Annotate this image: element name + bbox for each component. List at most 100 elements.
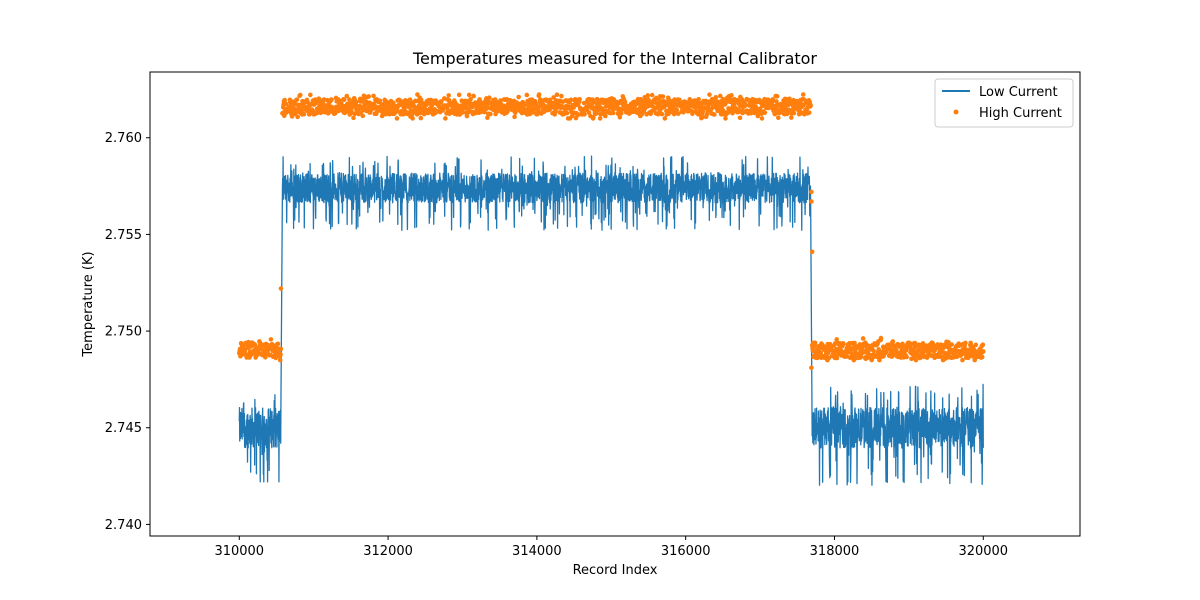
high-current-point: [660, 94, 666, 99]
high-current-point: [512, 114, 517, 120]
high-current-point: [347, 97, 352, 102]
high-current-point: [516, 94, 521, 100]
y-tick-label: 2.755: [105, 228, 142, 243]
high-current-point: [297, 92, 303, 98]
high-current-transition-point: [809, 189, 814, 195]
high-current-point: [776, 115, 781, 121]
high-current-point: [730, 110, 735, 116]
high-current-point: [789, 115, 794, 120]
high-current-point: [418, 97, 424, 103]
high-current-point: [468, 96, 473, 102]
y-tick-label: 2.760: [105, 131, 142, 146]
y-axis-label: Temperature (K): [81, 251, 96, 357]
high-current-point: [486, 95, 492, 100]
high-current-point: [812, 340, 818, 346]
high-current-point: [571, 105, 577, 110]
y-tick-label: 2.745: [105, 421, 142, 436]
high-current-point: [759, 116, 765, 121]
high-current-point: [860, 336, 866, 341]
high-current-point: [371, 93, 376, 99]
high-current-point: [774, 99, 779, 104]
high-current-point: [294, 97, 300, 102]
high-current-point: [841, 341, 846, 347]
high-current-point: [622, 99, 628, 105]
high-current-point: [295, 114, 300, 120]
high-current-point: [610, 110, 616, 116]
y-tick-label: 2.750: [105, 325, 142, 340]
high-current-point: [700, 109, 706, 114]
high-current-point: [282, 97, 287, 103]
high-current-point: [806, 110, 812, 115]
high-current-point: [890, 339, 896, 344]
high-current-point: [960, 357, 965, 363]
high-current-point: [551, 95, 556, 100]
y-tick-label: 2.740: [105, 518, 142, 533]
legend: Low Current High Current: [934, 78, 1074, 128]
high-current-point: [418, 115, 424, 121]
high-current-point: [980, 342, 986, 348]
high-current-point: [377, 98, 383, 104]
high-current-point: [675, 111, 681, 117]
high-current-point: [443, 116, 448, 121]
high-current-point: [308, 92, 313, 98]
x-tick-label: 310000: [214, 544, 264, 559]
high-current-point: [466, 92, 472, 98]
high-current-transition-point: [809, 249, 815, 255]
high-current-point: [713, 95, 719, 100]
high-current-point: [662, 116, 668, 121]
high-current-point: [834, 355, 840, 361]
legend-high-current-label: High Current: [979, 106, 1062, 121]
high-current-point: [838, 348, 844, 353]
high-current-transition-point: [809, 365, 814, 371]
high-current-point: [717, 93, 723, 99]
high-current-point: [980, 349, 986, 354]
high-current-point: [581, 100, 587, 106]
high-current-point: [394, 116, 400, 121]
high-current-point: [783, 96, 789, 102]
high-current-point: [471, 93, 476, 99]
high-current-point: [278, 352, 283, 357]
high-current-point: [646, 97, 651, 103]
high-current-point: [577, 97, 582, 102]
high-current-point: [903, 347, 909, 353]
high-current-point: [742, 101, 748, 107]
high-current-point: [283, 101, 289, 107]
high-current-point: [871, 348, 876, 354]
x-axis-label: Record Index: [573, 563, 658, 578]
legend-high-current-swatch: [953, 109, 959, 115]
high-current-point: [301, 111, 307, 117]
high-current-point: [690, 111, 695, 117]
high-current-point: [617, 114, 623, 120]
high-current-point: [547, 97, 553, 103]
high-current-point: [524, 92, 530, 98]
high-current-point: [737, 115, 743, 121]
high-current-point: [712, 112, 717, 117]
x-tick-label: 312000: [363, 544, 413, 559]
high-current-point: [963, 340, 968, 346]
high-current-point: [277, 357, 283, 363]
high-current-point: [603, 113, 608, 119]
high-current-point: [360, 113, 366, 119]
high-current-point: [278, 346, 284, 352]
high-current-point: [429, 102, 435, 108]
high-current-point: [659, 111, 665, 117]
high-current-point: [857, 342, 863, 347]
plot-frame: [149, 71, 1081, 537]
high-current-point: [818, 350, 824, 356]
x-tick-label: 314000: [512, 544, 562, 559]
high-current-point: [353, 99, 359, 105]
plot-data: [236, 92, 986, 486]
high-current-point: [791, 110, 797, 116]
high-current-point: [826, 355, 832, 361]
high-current-point: [774, 94, 780, 99]
high-current-point: [575, 112, 581, 118]
high-current-point: [729, 93, 734, 98]
high-current-point: [696, 96, 701, 102]
high-current-transition-point: [278, 286, 284, 291]
series-low-current-line: [238, 155, 984, 486]
high-current-point: [488, 111, 493, 117]
high-current-point: [852, 340, 857, 346]
high-current-point: [446, 93, 452, 98]
high-current-transition-point: [809, 199, 814, 204]
